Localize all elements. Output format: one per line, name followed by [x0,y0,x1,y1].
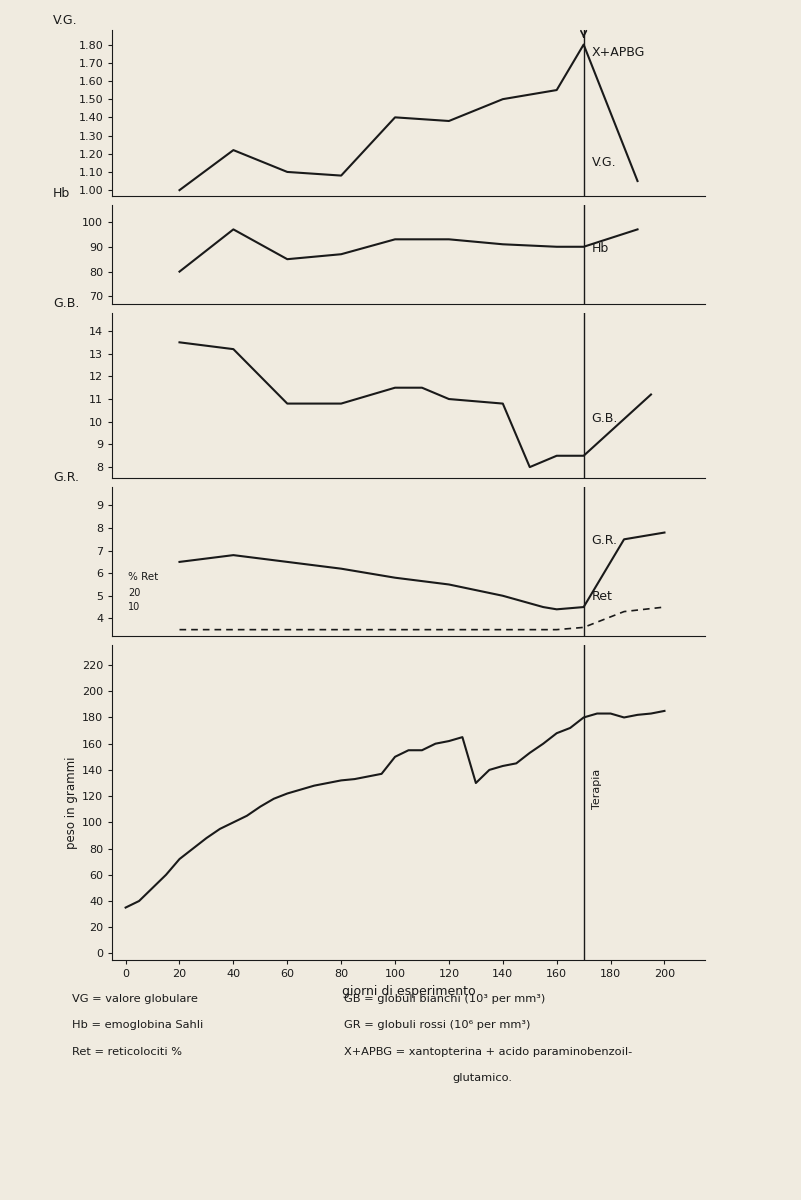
Text: GB = globuli bianchi (10³ per mm³): GB = globuli bianchi (10³ per mm³) [344,994,545,1004]
Text: V.G.: V.G. [53,13,78,26]
Text: Ret: Ret [592,590,613,604]
Text: Hb: Hb [592,241,609,254]
Text: Hb = emoglobina Sahli: Hb = emoglobina Sahli [72,1020,203,1031]
Text: V.G.: V.G. [592,156,616,169]
Text: glutamico.: glutamico. [453,1073,513,1084]
Text: % Ret: % Ret [128,572,159,582]
Text: X+APBG: X+APBG [592,47,645,59]
Text: G.B.: G.B. [592,412,618,425]
X-axis label: giorni di esperimento: giorni di esperimento [342,984,475,997]
Y-axis label: peso in grammi: peso in grammi [65,756,78,848]
Text: Terapia: Terapia [592,769,602,809]
Text: GR = globuli rossi (10⁶ per mm³): GR = globuli rossi (10⁶ per mm³) [344,1020,531,1031]
Text: 20: 20 [128,588,141,598]
Text: 10: 10 [128,602,140,612]
Text: G.B.: G.B. [53,296,79,310]
Text: Hb: Hb [53,186,70,199]
Text: VG = valore globulare: VG = valore globulare [72,994,198,1004]
Text: G.R.: G.R. [592,534,618,547]
Text: G.R.: G.R. [53,472,78,485]
Text: X+APBG = xantopterina + acido paraminobenzoil-: X+APBG = xantopterina + acido paraminobe… [344,1046,633,1057]
Text: Ret = reticolociti %: Ret = reticolociti % [72,1046,182,1057]
